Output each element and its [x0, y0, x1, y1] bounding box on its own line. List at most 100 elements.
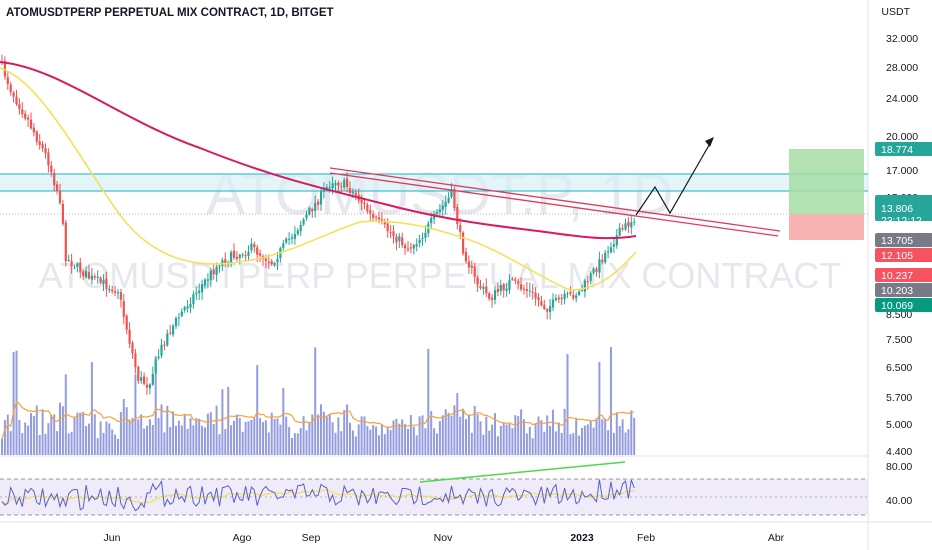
volume-bar	[427, 348, 430, 455]
volume-bar	[73, 416, 76, 455]
volume-bar	[354, 436, 357, 455]
volume-bar	[183, 415, 186, 455]
volume-bar	[627, 429, 630, 455]
candle-body	[244, 255, 247, 257]
candle-body	[186, 306, 189, 309]
volume-bar	[462, 408, 465, 455]
candle-body	[27, 117, 30, 120]
volume-bar	[6, 414, 9, 455]
price-badge	[875, 195, 932, 221]
projection-path	[635, 139, 713, 216]
volume-bar	[514, 415, 517, 455]
candle-body	[560, 297, 563, 299]
candle-body	[630, 222, 633, 228]
candle-body	[528, 290, 531, 292]
volume-bar	[259, 418, 262, 455]
candle-body	[21, 109, 24, 115]
volume-bar	[360, 416, 363, 455]
candle-body	[105, 278, 108, 289]
volume-bar	[302, 416, 305, 455]
candle-body	[160, 344, 163, 356]
candle-body	[259, 253, 262, 256]
volume-bar	[320, 404, 322, 455]
volume-bar	[346, 404, 349, 455]
volume-bar	[534, 423, 537, 455]
candle-body	[499, 285, 502, 292]
price-axis[interactable]: 32.00028.00024.00020.00017.00015.0008.50…	[886, 33, 918, 507]
volume-bar	[340, 431, 343, 455]
candle-body	[389, 232, 392, 234]
volume-bar	[485, 416, 488, 455]
volume-bar	[250, 420, 253, 455]
candle-body	[270, 261, 273, 264]
candle-body	[87, 272, 91, 279]
volume-bar	[137, 419, 140, 455]
candle-body	[615, 235, 618, 246]
candle-body	[476, 277, 479, 285]
volume-bar	[453, 405, 456, 455]
candle-body	[554, 298, 557, 301]
volume-bar	[157, 418, 160, 455]
candle-body	[415, 244, 418, 247]
candle-body	[308, 207, 311, 215]
candle-body	[305, 214, 308, 219]
candle-body	[241, 254, 244, 256]
volume-bar	[198, 418, 201, 455]
volume-bar	[601, 419, 604, 455]
volume-bar	[224, 429, 227, 455]
candle-body	[450, 189, 453, 197]
trendline-lower	[329, 172, 779, 237]
volume-bar	[195, 418, 198, 455]
candle-body	[50, 165, 53, 173]
volume-bar	[93, 414, 96, 455]
volume-bar	[404, 424, 407, 455]
volume-bar	[108, 423, 111, 455]
candle-body	[540, 301, 543, 306]
candle-body	[354, 192, 357, 196]
candle-body	[595, 268, 598, 272]
volume-bar	[436, 433, 438, 455]
candle-body	[166, 333, 169, 346]
drawings[interactable]	[329, 137, 781, 237]
volume-bar	[366, 426, 369, 455]
volume-bar	[572, 433, 575, 455]
rsi-pane[interactable]	[0, 461, 868, 516]
candle-body	[90, 275, 93, 280]
watermark-name: ATOMUSDTPERP PERPETUAL MIX CONTRACT	[39, 255, 842, 296]
volume-bar	[308, 422, 311, 455]
candle-body	[82, 271, 85, 277]
candle-body	[169, 332, 172, 334]
price-badge-value: 10.237	[881, 270, 913, 282]
price-badge-value: 13.806	[881, 203, 913, 215]
volume-bar	[192, 425, 195, 455]
candle-body	[201, 284, 204, 293]
ma-50-line	[0, 67, 637, 291]
candle-body	[453, 189, 456, 209]
volume-bar	[459, 416, 462, 455]
candle-body	[12, 92, 15, 97]
volume-bar	[96, 438, 99, 455]
time-axis[interactable]: Jun Ago Sep Nov 2023 Feb Abr	[104, 532, 785, 544]
volume-bar	[206, 413, 209, 455]
volume-bar	[581, 427, 583, 455]
time-tick-label: Feb	[637, 532, 655, 544]
volume-bar	[227, 386, 230, 455]
candle-body	[346, 178, 349, 187]
candle-body	[93, 276, 96, 278]
volume-bar	[117, 438, 119, 455]
candle-body	[531, 291, 534, 293]
volume-bar	[334, 432, 337, 455]
volume-bar	[27, 425, 30, 455]
candle-body	[215, 266, 218, 275]
price-badge	[875, 283, 932, 297]
volume-bar	[279, 424, 282, 455]
candle-body	[256, 247, 259, 255]
volume-bar	[401, 419, 404, 455]
volume-bar	[90, 362, 93, 455]
rsi-divergence-line	[419, 461, 626, 483]
candle-body	[172, 325, 175, 335]
candle-body	[180, 311, 183, 317]
candle-body	[85, 270, 88, 278]
candle-body	[459, 224, 462, 232]
